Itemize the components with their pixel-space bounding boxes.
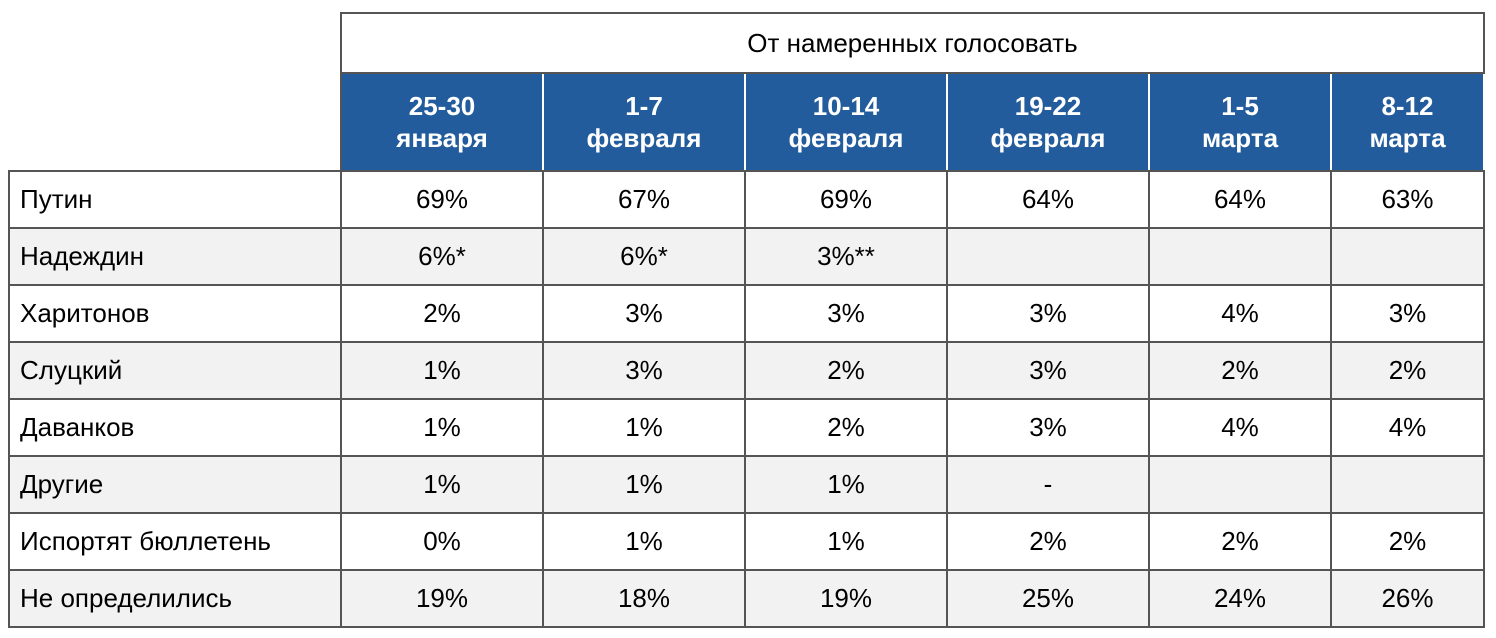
cell: 19% bbox=[340, 569, 544, 628]
cell: 1% bbox=[542, 398, 746, 457]
cell: 1% bbox=[340, 455, 544, 514]
column-header-line: марта bbox=[1369, 123, 1446, 153]
cell bbox=[1148, 455, 1332, 514]
column-header-line: 19-22 bbox=[1014, 91, 1082, 121]
column-header-line: 1-5 bbox=[1221, 91, 1259, 121]
cell: 69% bbox=[744, 170, 948, 229]
cell: 24% bbox=[1148, 569, 1332, 628]
column-header: 1-5 марта bbox=[1148, 73, 1332, 172]
cell: 1% bbox=[744, 512, 948, 571]
cell: 3% bbox=[744, 284, 948, 343]
row-label: Не определились bbox=[8, 569, 342, 628]
data-row: Испортят бюллетень 0% 1% 1% 2% 2% 2% bbox=[8, 512, 1485, 571]
cell: 2% bbox=[1148, 341, 1332, 400]
column-header-line: февраля bbox=[990, 123, 1106, 153]
cell: 3% bbox=[946, 398, 1150, 457]
cell: 3% bbox=[946, 284, 1150, 343]
cell bbox=[1330, 455, 1485, 514]
cell: 1% bbox=[340, 341, 544, 400]
column-header: 25-30 января bbox=[340, 73, 544, 172]
cell: 63% bbox=[1330, 170, 1485, 229]
cell: 0% bbox=[340, 512, 544, 571]
cell: 2% bbox=[744, 341, 948, 400]
row-label: Харитонов bbox=[8, 284, 342, 343]
corner-cell bbox=[9, 13, 342, 172]
column-header: 19-22 февраля bbox=[946, 73, 1150, 172]
cell: 2% bbox=[1330, 512, 1485, 571]
row-label: Надеждин bbox=[8, 227, 342, 286]
cell: 3% bbox=[542, 284, 746, 343]
column-header-line: 1-7 bbox=[625, 91, 663, 121]
row-label: Другие bbox=[8, 455, 342, 514]
cell: 1% bbox=[340, 398, 544, 457]
cell: 6%* bbox=[542, 227, 746, 286]
cell: 2% bbox=[946, 512, 1150, 571]
row-label: Даванков bbox=[8, 398, 342, 457]
row-label: Путин bbox=[8, 170, 342, 229]
cell: 6%* bbox=[340, 227, 544, 286]
data-row: Другие 1% 1% 1% - bbox=[8, 455, 1485, 514]
cell: 64% bbox=[1148, 170, 1332, 229]
cell: 2% bbox=[340, 284, 544, 343]
cell: 4% bbox=[1148, 398, 1332, 457]
column-header-line: февраля bbox=[788, 123, 904, 153]
cell: 67% bbox=[542, 170, 746, 229]
cell: 3% bbox=[946, 341, 1150, 400]
cell: 4% bbox=[1330, 398, 1485, 457]
data-row: Слуцкий 1% 3% 2% 3% 2% 2% bbox=[8, 341, 1485, 400]
column-header-line: января bbox=[396, 123, 488, 153]
row-label: Слуцкий bbox=[8, 341, 342, 400]
row-label: Испортят бюллетень bbox=[8, 512, 342, 571]
cell bbox=[946, 227, 1150, 286]
cell: 25% bbox=[946, 569, 1150, 628]
column-header-line: 8-12 bbox=[1381, 91, 1434, 121]
table-title: От намеренных голосовать bbox=[340, 12, 1485, 74]
cell: 3% bbox=[542, 341, 746, 400]
cell: 3%** bbox=[744, 227, 948, 286]
data-row: Путин 69% 67% 69% 64% 64% 63% bbox=[8, 170, 1485, 229]
data-row: Надеждин 6%* 6%* 3%** bbox=[8, 227, 1485, 286]
cell: 18% bbox=[542, 569, 746, 628]
cell: 26% bbox=[1330, 569, 1485, 628]
data-row: Не определились 19% 18% 19% 25% 24% 26% bbox=[8, 569, 1485, 628]
cell: 19% bbox=[744, 569, 948, 628]
cell: 4% bbox=[1148, 284, 1332, 343]
column-header-line: 25-30 bbox=[408, 91, 476, 121]
column-header: 8-12 марта bbox=[1330, 73, 1485, 172]
title-row: От намеренных голосовать bbox=[9, 12, 1485, 172]
cell: 3% bbox=[1330, 284, 1485, 343]
data-row: Харитонов 2% 3% 3% 3% 4% 3% bbox=[8, 284, 1485, 343]
column-header: 10-14 февраля bbox=[744, 73, 948, 172]
cell: 1% bbox=[744, 455, 948, 514]
cell bbox=[1330, 227, 1485, 286]
column-header: 1-7 февраля bbox=[542, 73, 746, 172]
cell: - bbox=[946, 455, 1150, 514]
cell: 2% bbox=[1148, 512, 1332, 571]
column-header-line: февраля bbox=[586, 123, 702, 153]
results-table: От намеренных голосовать 25-30 января 1-7 ф… bbox=[8, 12, 1485, 628]
cell: 2% bbox=[744, 398, 948, 457]
cell: 2% bbox=[1330, 341, 1485, 400]
data-row: Даванков 1% 1% 2% 3% 4% 4% bbox=[8, 398, 1485, 457]
cell: 1% bbox=[542, 455, 746, 514]
column-header-row: 25-30 января 1-7 февраля 10-14 февраля 19-22 фе… bbox=[9, 73, 1485, 172]
cell bbox=[1148, 227, 1332, 286]
column-header-line: 10-14 bbox=[812, 91, 880, 121]
cell: 64% bbox=[946, 170, 1150, 229]
column-header-line: марта bbox=[1201, 123, 1279, 153]
cell: 1% bbox=[542, 512, 746, 571]
cell: 69% bbox=[340, 170, 544, 229]
